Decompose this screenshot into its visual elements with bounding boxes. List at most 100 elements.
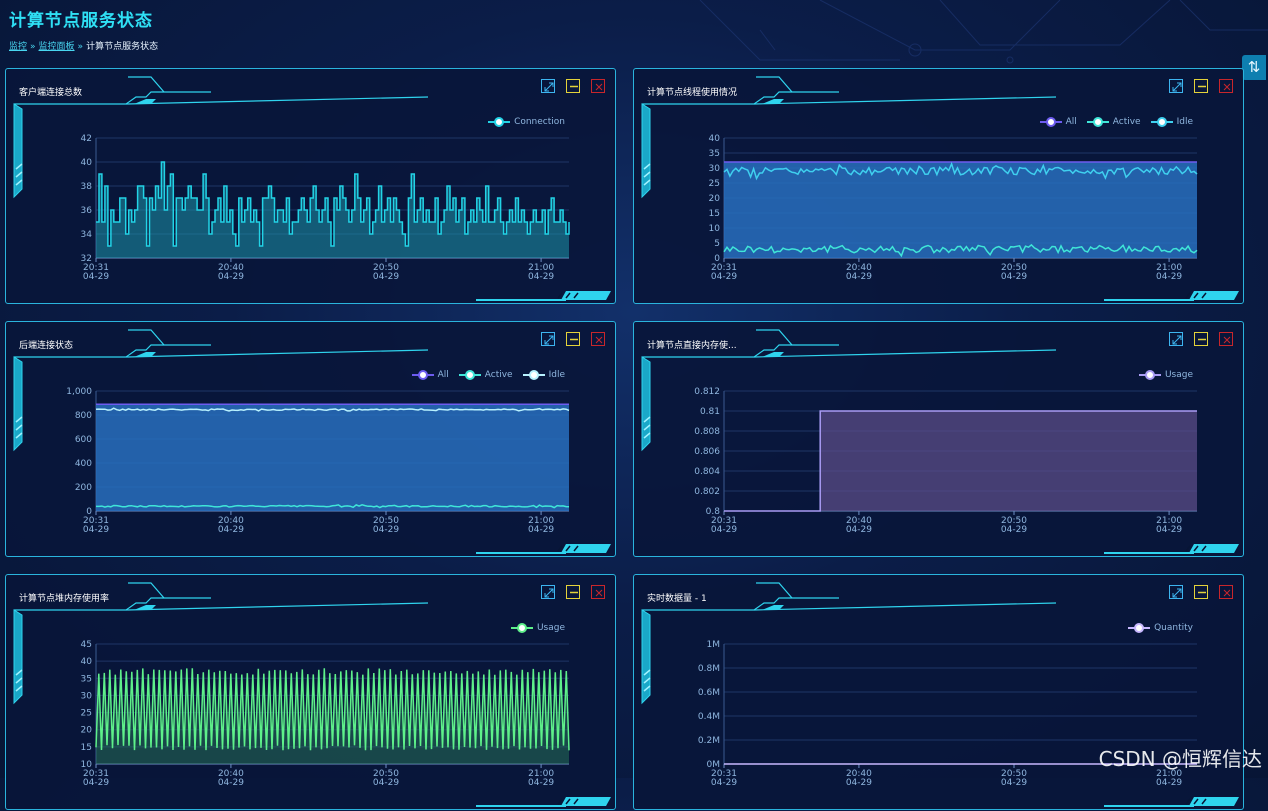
y-tick-label: 36 xyxy=(81,206,93,216)
close-button[interactable] xyxy=(1219,79,1233,93)
breadcrumb-current: 计算节点服务状态 xyxy=(86,42,159,52)
chart-legend: Quantity xyxy=(1128,623,1193,633)
y-tick-label: 0.2M xyxy=(698,736,720,746)
x-tick-label: 20:50 xyxy=(373,769,399,779)
chart-legend: Usage xyxy=(1138,370,1193,380)
legend-marker-icon xyxy=(1086,117,1109,127)
legend-item[interactable]: All xyxy=(411,370,449,380)
chart-legend: All Active Idle xyxy=(1039,117,1193,127)
x-tick-label: 04-29 xyxy=(528,778,554,788)
x-tick-label: 04-29 xyxy=(218,272,244,282)
series-line-active xyxy=(96,504,570,509)
legend-item[interactable]: Usage xyxy=(1138,370,1193,380)
x-tick-label: 04-29 xyxy=(1001,525,1027,535)
expand-button[interactable] xyxy=(1169,585,1183,599)
y-tick-label: 25 xyxy=(709,179,720,189)
legend-item[interactable]: Active xyxy=(458,370,513,380)
legend-marker-icon xyxy=(522,370,545,380)
chart-plot: 101520253035404520:3104-2920:4004-2920:5… xyxy=(81,640,570,788)
y-tick-label: 600 xyxy=(75,435,92,445)
legend-label: Idle xyxy=(1176,117,1193,127)
swap-arrows-icon: ⇅ xyxy=(1247,58,1261,76)
x-tick-label: 04-29 xyxy=(83,778,109,788)
close-icon xyxy=(1223,336,1231,344)
legend-label: Usage xyxy=(1164,370,1193,380)
y-tick-label: 400 xyxy=(75,459,92,469)
x-tick-label: 21:00 xyxy=(528,516,554,526)
legend-marker-icon xyxy=(510,623,533,633)
legend-item[interactable]: Connection xyxy=(488,117,565,127)
y-tick-label: 40 xyxy=(81,657,93,667)
breadcrumb-link-dashboard[interactable]: 监控面板 xyxy=(38,42,75,52)
y-tick-label: 34 xyxy=(81,230,93,240)
series-line-usage xyxy=(95,668,570,751)
expand-button[interactable] xyxy=(1169,79,1183,93)
x-tick-label: 21:00 xyxy=(528,263,554,273)
chart-plot: 051015202530354020:3104-2920:4004-2920:5… xyxy=(709,134,1198,282)
page-title: 计算节点服务状态 xyxy=(9,11,153,31)
close-button[interactable] xyxy=(1219,332,1233,346)
close-button[interactable] xyxy=(591,79,605,93)
x-tick-label: 04-29 xyxy=(528,525,554,535)
close-button[interactable] xyxy=(591,585,605,599)
x-tick-label: 20:40 xyxy=(218,769,244,779)
y-tick-label: 10 xyxy=(81,760,93,770)
series-area-all xyxy=(724,162,1197,258)
chart-plot: 0M0.2M0.4M0.6M0.8M1M20:3104-2920:4004-29… xyxy=(698,640,1197,788)
minimize-button[interactable] xyxy=(566,332,580,346)
series-line-connection xyxy=(96,161,570,247)
legend-item[interactable]: Active xyxy=(1086,117,1141,127)
x-tick-label: 20:50 xyxy=(1001,769,1027,779)
y-tick-label: 25 xyxy=(81,709,92,719)
y-tick-label: 0.812 xyxy=(694,387,720,397)
y-tick-label: 800 xyxy=(75,411,92,421)
x-tick-label: 20:50 xyxy=(373,263,399,273)
panel-backend-connections: 后端连接状态 All Active Idle 0 200 400 600 800 1,000 20:… xyxy=(5,321,616,557)
x-tick-label: 20:40 xyxy=(218,263,244,273)
y-tick-label: 20 xyxy=(709,194,721,204)
y-tick-label: 30 xyxy=(81,691,93,701)
x-tick-label: 04-29 xyxy=(83,525,109,535)
chart-plot: 32343638404220:3104-2920:4004-2920:5004-… xyxy=(81,134,570,282)
close-button[interactable] xyxy=(1219,585,1233,599)
y-tick-label: 10 xyxy=(709,224,721,234)
y-tick-label: 0.6M xyxy=(698,688,720,698)
legend-item[interactable]: All xyxy=(1039,117,1077,127)
x-tick-label: 04-29 xyxy=(711,778,737,788)
expand-button[interactable] xyxy=(1169,332,1183,346)
y-tick-label: 200 xyxy=(75,483,92,493)
x-tick-label: 04-29 xyxy=(711,525,737,535)
breadcrumb-link-monitor[interactable]: 监控 xyxy=(9,42,28,52)
minimize-button[interactable] xyxy=(566,585,580,599)
expand-button[interactable] xyxy=(541,332,555,346)
expand-button[interactable] xyxy=(541,585,555,599)
panel-title: 客户端连接总数 xyxy=(19,88,83,98)
legend-item[interactable]: Quantity xyxy=(1128,623,1193,633)
panel-client-connections: 客户端连接总数 Connection 32 34 36 38 40 42 20:31 04-29 2… xyxy=(5,68,616,304)
panel-heap-memory: 计算节点堆内存使用率 Usage 10 15 20 25 30 35 40 45 20:31 04-2… xyxy=(5,574,616,810)
y-tick-label: 0.4M xyxy=(698,712,720,722)
minimize-button[interactable] xyxy=(1194,79,1208,93)
series-area-all xyxy=(96,404,569,511)
legend-item[interactable]: Idle xyxy=(522,370,565,380)
y-tick-label: 0.81 xyxy=(700,407,720,417)
minimize-button[interactable] xyxy=(1194,585,1208,599)
y-tick-label: 5 xyxy=(714,239,720,249)
y-tick-label: 45 xyxy=(81,640,92,650)
legend-label: Quantity xyxy=(1154,623,1193,633)
x-tick-label: 20:31 xyxy=(711,769,737,779)
y-tick-label: 0 xyxy=(86,507,92,517)
y-tick-label: 38 xyxy=(81,182,93,192)
minimize-button[interactable] xyxy=(1194,332,1208,346)
minimize-button[interactable] xyxy=(566,79,580,93)
minimize-icon xyxy=(570,591,578,594)
legend-item[interactable]: Usage xyxy=(510,623,565,633)
legend-item[interactable]: Idle xyxy=(1150,117,1193,127)
side-toggle-button[interactable]: ⇅ xyxy=(1242,55,1266,80)
x-tick-label: 20:50 xyxy=(1001,516,1027,526)
close-button[interactable] xyxy=(591,332,605,346)
close-icon xyxy=(1223,589,1231,597)
expand-button[interactable] xyxy=(541,79,555,93)
y-tick-label: 40 xyxy=(81,158,93,168)
legend-marker-icon xyxy=(488,117,511,127)
